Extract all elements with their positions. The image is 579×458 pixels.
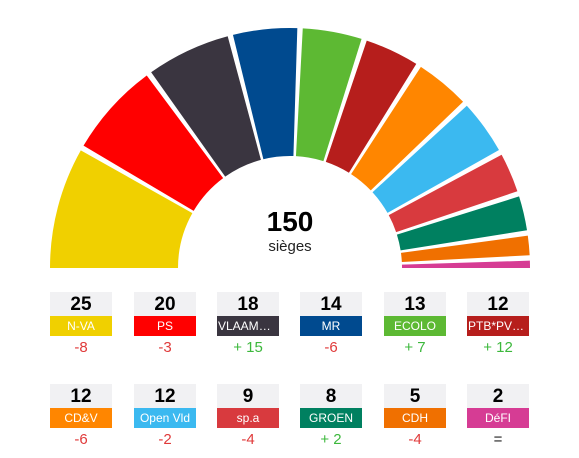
total-seats-label: sièges	[268, 238, 312, 255]
party-card-mr: 14 MR -6	[300, 292, 362, 358]
party-name: VLAAMS…	[217, 316, 279, 336]
total-seats: 150 sièges	[240, 206, 340, 256]
party-name: ECOLO	[384, 316, 446, 336]
party-card-ptb-pvda: 12 PTB*PVDA + 12	[467, 292, 529, 358]
seat-count: 5	[384, 384, 446, 408]
seat-change: -6	[324, 339, 338, 356]
party-card-open-vld: 12 Open Vld -2	[134, 384, 196, 450]
party-name: PTB*PVDA	[467, 316, 529, 336]
party-name: PS	[134, 316, 196, 336]
seat-change: + 7	[404, 339, 426, 356]
party-name: GROEN	[300, 408, 362, 428]
hemicycle-chart	[50, 28, 530, 268]
seat-count: 12	[134, 384, 196, 408]
seat-change: -8	[74, 339, 88, 356]
party-name: N-VA	[50, 316, 112, 336]
party-card-sp-a: 9 sp.a -4	[217, 384, 279, 450]
seat-count: 14	[300, 292, 362, 316]
seat-change: + 12	[483, 339, 513, 356]
party-card-cdh: 5 CDH -4	[384, 384, 446, 450]
seat-change: =	[493, 431, 503, 448]
seat-change: -4	[408, 431, 422, 448]
arc-vlaams	[151, 36, 261, 177]
party-card-ecolo: 13 ECOLO + 7	[384, 292, 446, 358]
arc-cd-v	[351, 66, 464, 191]
arc-n-va	[50, 150, 193, 268]
seat-change: -3	[158, 339, 172, 356]
arc-d-fi	[401, 260, 530, 268]
arc-groen	[396, 196, 528, 251]
party-name: Open Vld	[134, 408, 196, 428]
seat-change: + 2	[320, 431, 342, 448]
party-card-cd-v: 12 CD&V -6	[50, 384, 112, 450]
total-seats-number: 150	[266, 206, 314, 237]
seat-count: 25	[50, 292, 112, 316]
seat-count: 12	[50, 384, 112, 408]
party-card-d-fi: 2 DéFI =	[467, 384, 529, 450]
seat-change: + 15	[233, 339, 263, 356]
seat-count: 8	[300, 384, 362, 408]
seat-change: -6	[74, 431, 88, 448]
party-name: sp.a	[217, 408, 279, 428]
party-name: CD&V	[50, 408, 112, 428]
seat-count: 18	[217, 292, 279, 316]
seat-change: -4	[241, 431, 255, 448]
party-name: DéFI	[467, 408, 529, 428]
arc-sp-a	[388, 154, 518, 233]
arc-mr	[232, 28, 298, 160]
seat-count: 20	[134, 292, 196, 316]
party-name: MR	[300, 316, 362, 336]
seat-change: -2	[158, 431, 172, 448]
arc-open-vld	[372, 105, 499, 213]
seat-count: 12	[467, 292, 529, 316]
party-card-groen: 8 GROEN + 2	[300, 384, 362, 450]
arc-cdh	[400, 235, 530, 263]
seat-count: 9	[217, 384, 279, 408]
seat-count: 2	[467, 384, 529, 408]
arc-ps	[83, 75, 224, 211]
seat-count: 13	[384, 292, 446, 316]
party-card-ps: 20 PS -3	[134, 292, 196, 358]
party-name: CDH	[384, 408, 446, 428]
party-card-vlaams: 18 VLAAMS… + 15	[217, 292, 279, 358]
arc-ptb-pvda	[325, 40, 417, 173]
arc-ecolo	[295, 28, 362, 162]
party-card-n-va: 25 N-VA -8	[50, 292, 112, 358]
